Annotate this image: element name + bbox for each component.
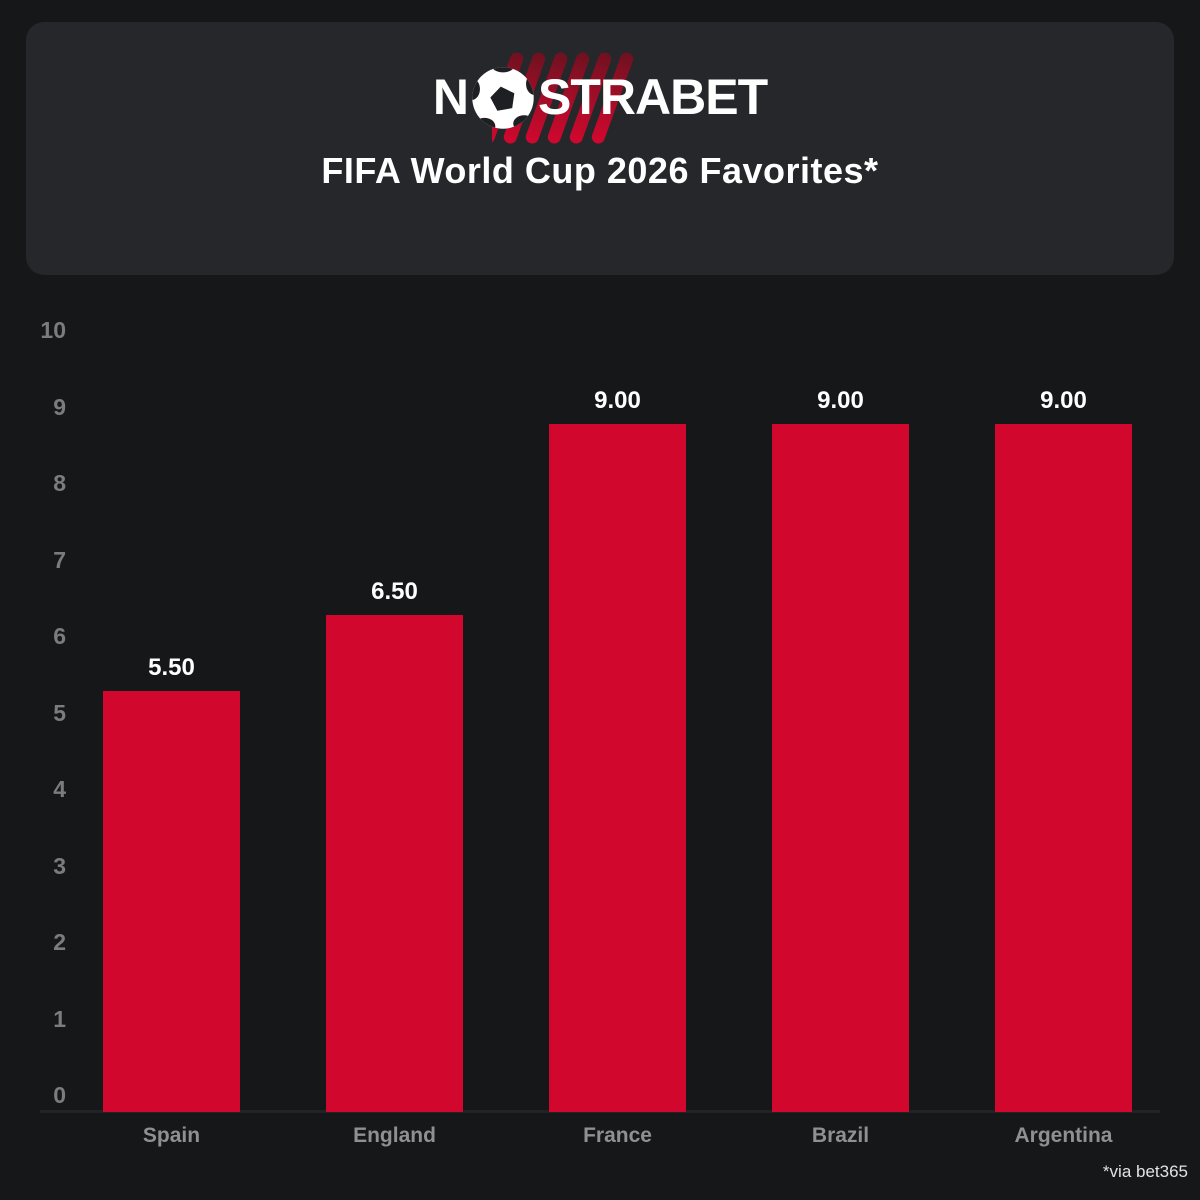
y-axis-tick-8: 8 — [53, 470, 66, 496]
y-axis-tick-10: 10 — [40, 317, 66, 343]
y-axis-tick-7: 7 — [53, 546, 66, 573]
category-label-spain: Spain — [142, 1124, 201, 1147]
soccer-ball-icon — [472, 67, 534, 129]
y-axis-tick-6: 6 — [53, 623, 66, 649]
nostrabet-logo: N STRABET — [26, 52, 1174, 144]
bar-spain — [103, 691, 240, 1112]
y-axis-tick-5: 5 — [53, 699, 66, 726]
bar-value-label-argentina: 9.00 — [1040, 386, 1087, 414]
y-axis-tick-4: 4 — [53, 776, 66, 802]
y-axis-tick-9: 9 — [53, 393, 66, 420]
header-card: N STRABET FIFA World Cup 2026 Favorites* — [26, 22, 1174, 275]
bar-argentina — [995, 423, 1132, 1112]
bar-value-label-spain: 5.50 — [148, 654, 195, 682]
bar-value-label-france: 9.00 — [594, 386, 641, 414]
bar-value-label-england: 6.50 — [371, 577, 418, 605]
y-axis-tick-0: 0 — [53, 1082, 66, 1108]
y-axis-tick-2: 2 — [53, 929, 66, 955]
logo-text-strabet: STRABET — [538, 69, 768, 125]
source-note: *via bet365 — [1102, 1162, 1188, 1181]
page-title: FIFA World Cup 2026 Favorites* — [321, 150, 879, 191]
logo-text-n: N — [432, 69, 469, 125]
y-axis-tick-3: 3 — [53, 852, 66, 879]
category-label-brazil: Brazil — [811, 1124, 870, 1147]
bar-value-label-brazil: 9.00 — [817, 386, 864, 414]
category-label-france: France — [583, 1124, 652, 1147]
bar-brazil — [772, 423, 909, 1112]
bar-england — [326, 614, 463, 1112]
bar-france — [549, 423, 686, 1112]
y-axis-tick-1: 1 — [53, 1005, 66, 1032]
category-label-england: England — [353, 1124, 436, 1147]
category-label-argentina: Argentina — [1014, 1124, 1113, 1147]
